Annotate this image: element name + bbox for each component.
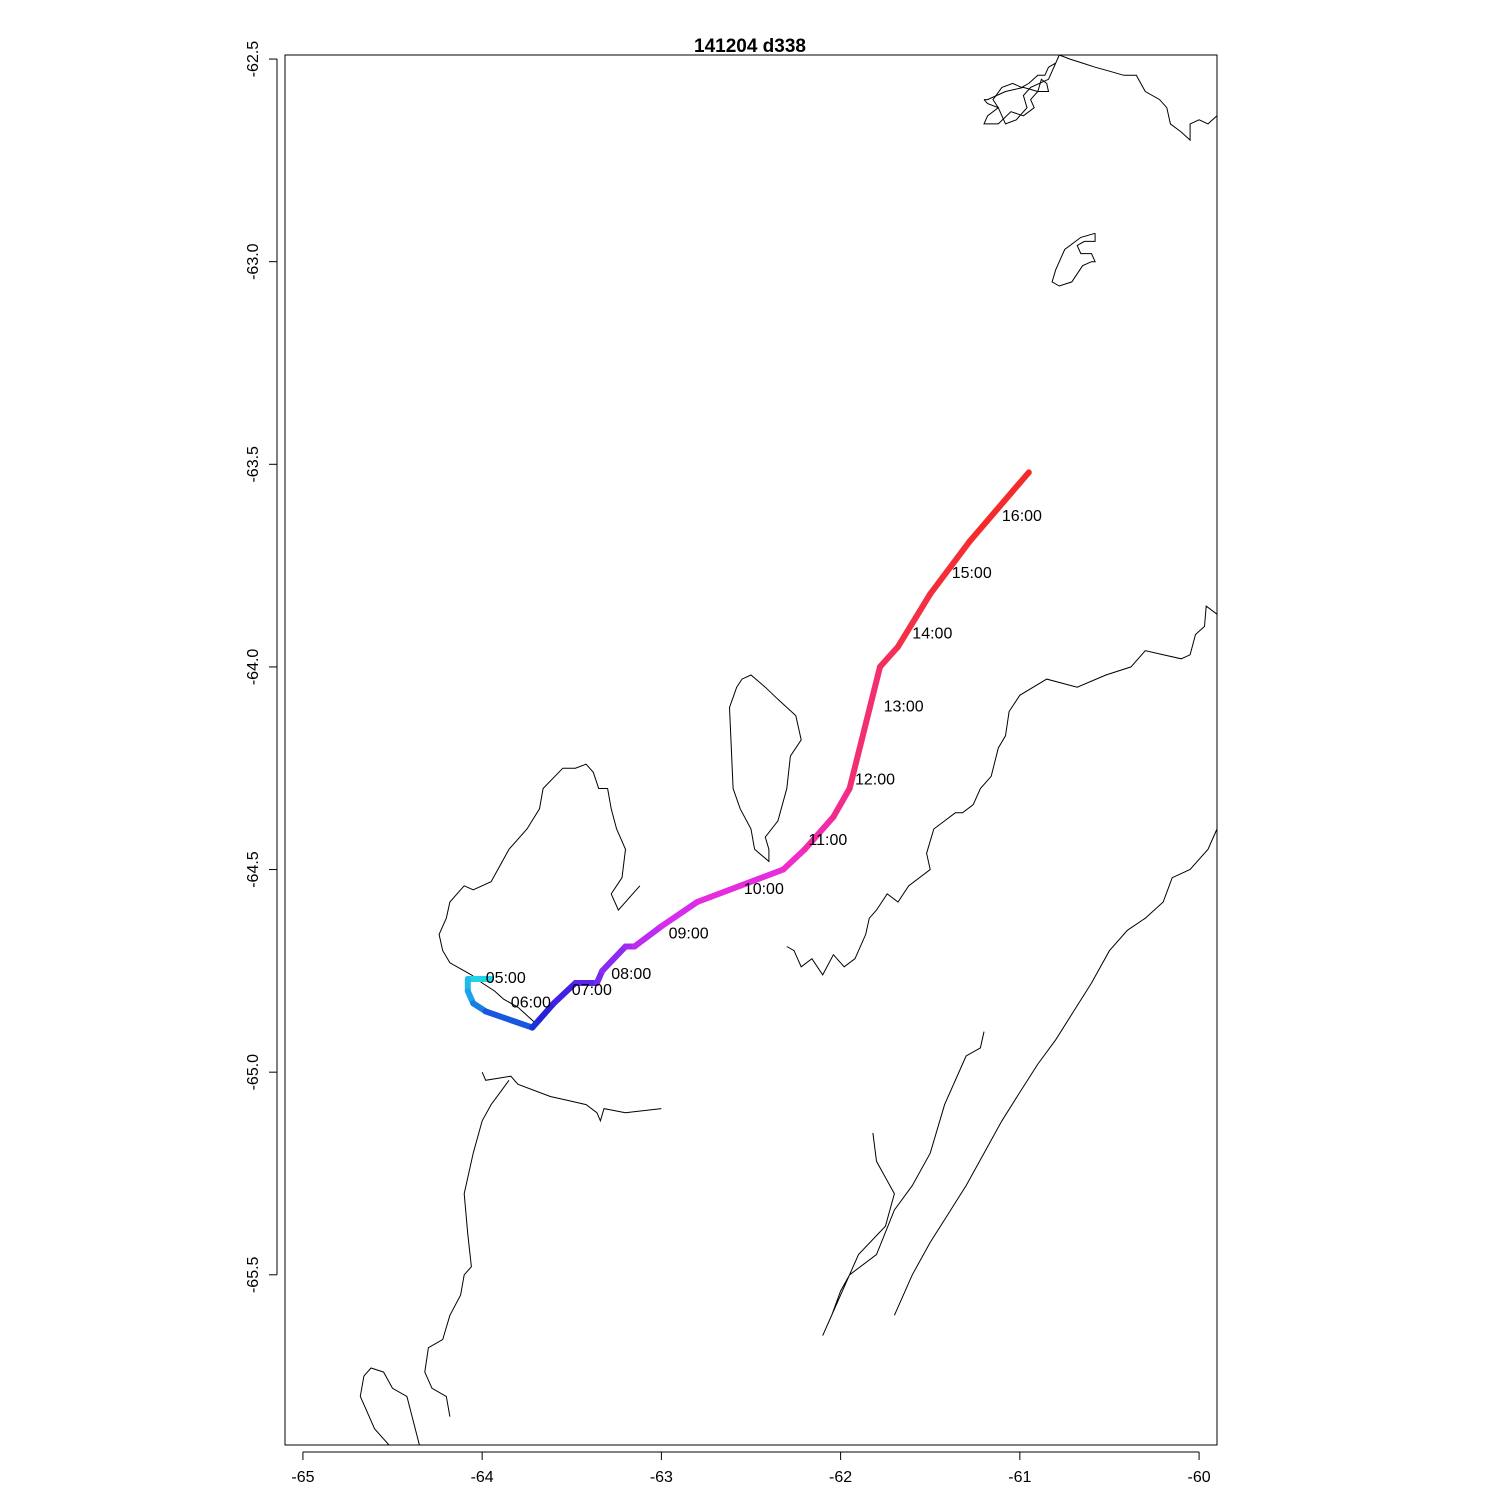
y-tick-label: -64.5: [245, 851, 262, 888]
track-segment: [631, 923, 665, 950]
track-segment: [927, 538, 973, 597]
y-tick-label: -63.0: [245, 243, 262, 280]
track-segment: [536, 1000, 557, 1023]
y-tick-label: -63.5: [245, 446, 262, 483]
plot-frame: [284, 54, 1218, 1446]
y-axis: -62.5 -63.0 -63.5 -64.0 -64.5 -65.0 -65.5: [245, 41, 278, 1293]
coastline-0: [983, 78, 1050, 125]
coastline-9: [359, 1367, 420, 1446]
coastline-6: [481, 1072, 662, 1123]
track-segment: [694, 866, 787, 905]
y-tick-label: -64.0: [245, 649, 262, 686]
x-tick-label: -61: [1008, 1469, 1031, 1486]
x-axis: -65 -64 -63 -62 -61 -60: [291, 1451, 1211, 1486]
time-label: 07:00: [572, 982, 612, 999]
track-segment: [830, 785, 853, 820]
y-tick-label: -62.5: [245, 41, 262, 78]
time-label: 10:00: [744, 881, 784, 898]
track-segment: [895, 591, 934, 650]
y-tick-label: -65.0: [245, 1054, 262, 1091]
coastline-2: [1051, 232, 1096, 287]
x-tick-label: -65: [291, 1469, 314, 1486]
coastline-4: [438, 763, 641, 1024]
track-segment: [966, 469, 1032, 545]
time-label: 05:00: [486, 970, 526, 987]
y-tick-label: -65.5: [245, 1256, 262, 1293]
time-label: 12:00: [855, 771, 895, 788]
coastline-8: [893, 828, 1218, 1316]
track-segment: [482, 1008, 536, 1031]
track-segment: [801, 813, 837, 853]
time-label: 16:00: [1002, 508, 1042, 525]
coastline-layer: [359, 54, 1218, 1446]
coastline-3: [786, 605, 1218, 976]
time-label: 11:00: [808, 832, 847, 849]
time-label: 06:00: [511, 994, 551, 1011]
coastline-10: [424, 1080, 510, 1417]
x-tick-label: -63: [650, 1469, 673, 1486]
coastline-7: [822, 1031, 985, 1336]
time-label: 09:00: [669, 925, 709, 942]
track-layer: [464, 469, 1032, 1031]
track-segment: [780, 846, 808, 873]
track-segment: [599, 943, 629, 974]
x-tick-label: -64: [471, 1469, 494, 1486]
track-segment: [846, 663, 883, 792]
time-label: 13:00: [884, 699, 924, 716]
time-label: 14:00: [912, 626, 952, 643]
x-tick-label: -62: [829, 1469, 852, 1486]
track-segment: [658, 899, 701, 930]
coastline-5: [728, 674, 802, 863]
time-label: 08:00: [611, 966, 651, 983]
coastline-1: [992, 54, 1218, 142]
plot-title: 141204 d338: [694, 36, 806, 57]
track-segment: [550, 980, 579, 1007]
x-tick-label: -60: [1188, 1469, 1211, 1486]
track-segment: [877, 643, 901, 670]
time-label: 15:00: [952, 565, 992, 582]
